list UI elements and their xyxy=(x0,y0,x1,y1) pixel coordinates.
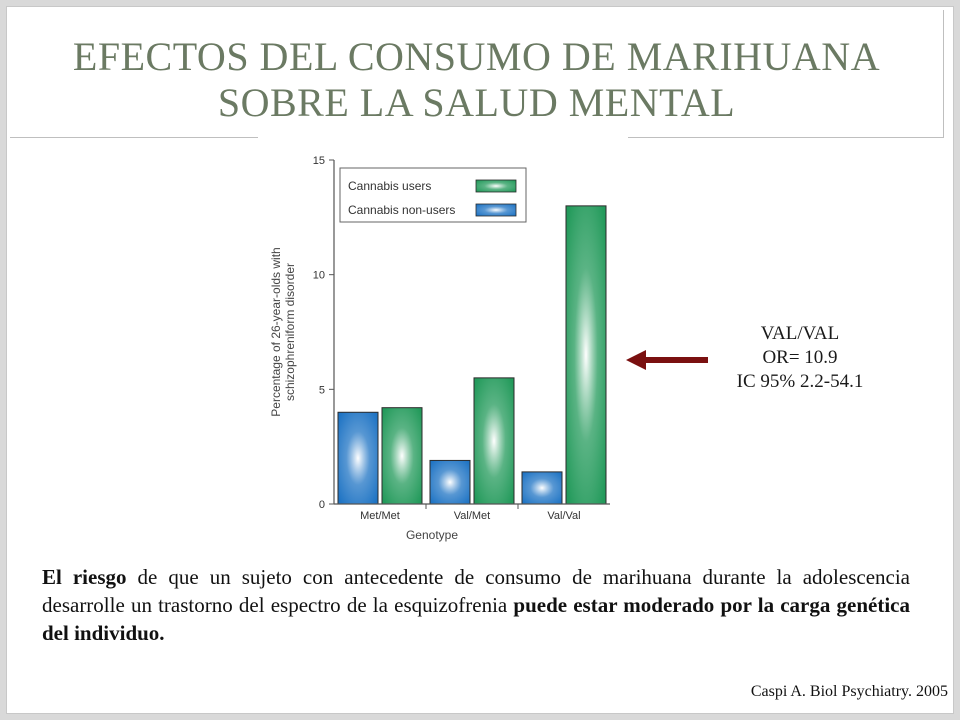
annotation-genotype: VAL/VAL xyxy=(760,323,840,344)
x-tick-label: Met/Met xyxy=(360,510,400,522)
annotation-odds-ratio: OR= 10.9 xyxy=(762,347,838,368)
bar-cannabis-users-val-met xyxy=(473,377,515,505)
bar-cannabis-non-users-val-val xyxy=(521,471,563,505)
left-arrow-icon xyxy=(626,350,708,370)
legend-label: Cannabis non-users xyxy=(348,203,455,217)
title-line-1: EFECTOS DEL CONSUMO DE MARIHUANA xyxy=(72,34,881,79)
bar-cannabis-users-val-val xyxy=(565,205,607,505)
val-val-annotation: VAL/VAL OR= 10.9 IC 95% 2.2-54.1 xyxy=(700,322,900,394)
summary-bold-lead: El riesgo xyxy=(42,565,127,589)
bar-cannabis-non-users-met-met xyxy=(337,411,379,505)
chart-legend: Cannabis users Cannabis non-users xyxy=(339,167,527,223)
y-tick-label: 15 xyxy=(313,155,325,167)
bar-chart: 0 5 10 15 Met/Met Val/Met Val/Val Genotype Perce… xyxy=(269,155,610,542)
annotation-confidence-interval: IC 95% 2.2-54.1 xyxy=(736,371,864,392)
x-tick-label: Val/Met xyxy=(454,510,490,522)
title-box: EFECTOS DEL CONSUMO DE MARIHUANA SOBRE L… xyxy=(10,10,944,138)
y-tick-label: 0 xyxy=(319,499,325,511)
slide-title: EFECTOS DEL CONSUMO DE MARIHUANA SOBRE L… xyxy=(10,34,943,126)
title-line-2: SOBRE LA SALUD MENTAL xyxy=(217,80,736,125)
legend-label: Cannabis users xyxy=(348,179,431,193)
bar-cannabis-non-users-val-met xyxy=(429,459,471,505)
x-axis-label: Genotype xyxy=(406,528,458,542)
y-tick-label: 10 xyxy=(313,270,325,282)
summary-middle: de que un sujeto con antecedente de cons… xyxy=(42,565,910,617)
y-axis-label: Percentage of 26-year-olds withschizophr… xyxy=(269,247,297,416)
y-tick-label: 5 xyxy=(319,384,325,396)
summary-bold-conclusion: puede estar moderado por la carga genéti… xyxy=(42,593,910,645)
bar-cannabis-users-met-met xyxy=(381,407,423,505)
legend-swatch xyxy=(475,179,517,193)
legend-swatch xyxy=(475,203,517,217)
summary-paragraph: El riesgo de que un sujeto con anteceden… xyxy=(42,563,910,647)
x-tick-label: Val/Val xyxy=(547,510,580,522)
citation: Caspi A. Biol Psychiatry. 2005 xyxy=(750,683,948,700)
